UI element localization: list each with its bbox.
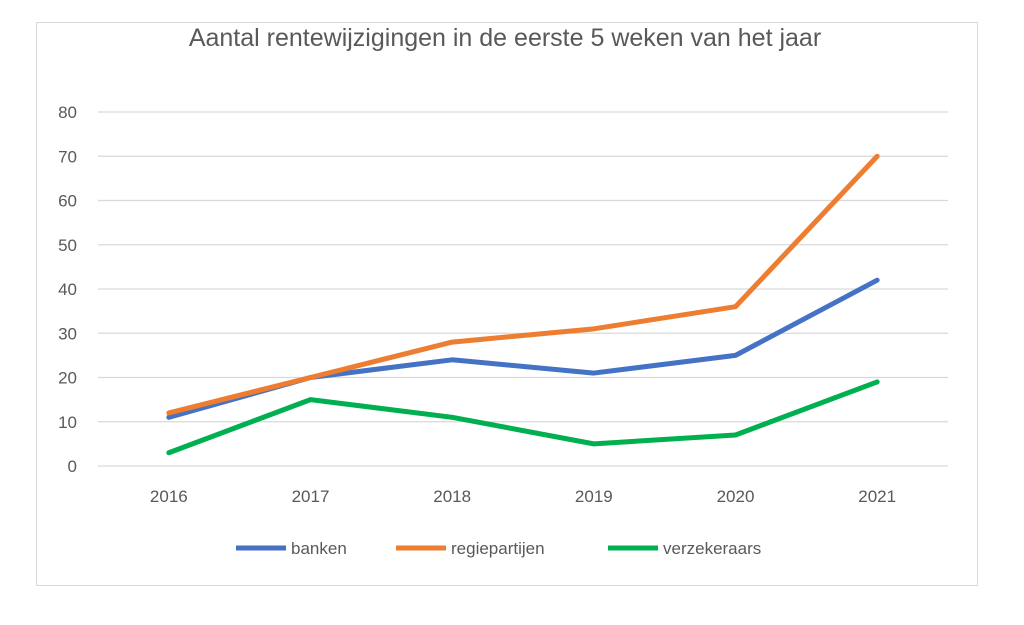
x-tick-label: 2016 [150,487,188,506]
y-tick-label: 80 [58,103,77,122]
y-tick-label: 40 [58,280,77,299]
x-tick-label: 2020 [717,487,755,506]
series-line-regiepartijen [166,153,880,416]
x-tick-label: 2018 [433,487,471,506]
y-tick-label: 30 [58,324,77,343]
y-tick-label: 50 [58,236,77,255]
chart-title: Aantal rentewijzigingen in de eerste 5 w… [188,24,822,52]
legend-label-regiepartijen: regiepartijen [451,539,545,558]
x-tick-label: 2017 [292,487,330,506]
series-line-banken [166,277,880,420]
series-line-verzekeraars [166,379,880,456]
chart-area [36,22,978,586]
y-tick-label: 0 [68,457,77,476]
y-tick-label: 20 [58,369,77,388]
legend-label-banken: banken [291,539,347,558]
y-tick-label: 10 [58,413,77,432]
x-tick-label: 2021 [858,487,896,506]
legend-label-verzekeraars: verzekeraars [663,539,761,558]
x-tick-label: 2019 [575,487,613,506]
y-tick-label: 70 [58,147,77,166]
y-tick-label: 60 [58,192,77,211]
